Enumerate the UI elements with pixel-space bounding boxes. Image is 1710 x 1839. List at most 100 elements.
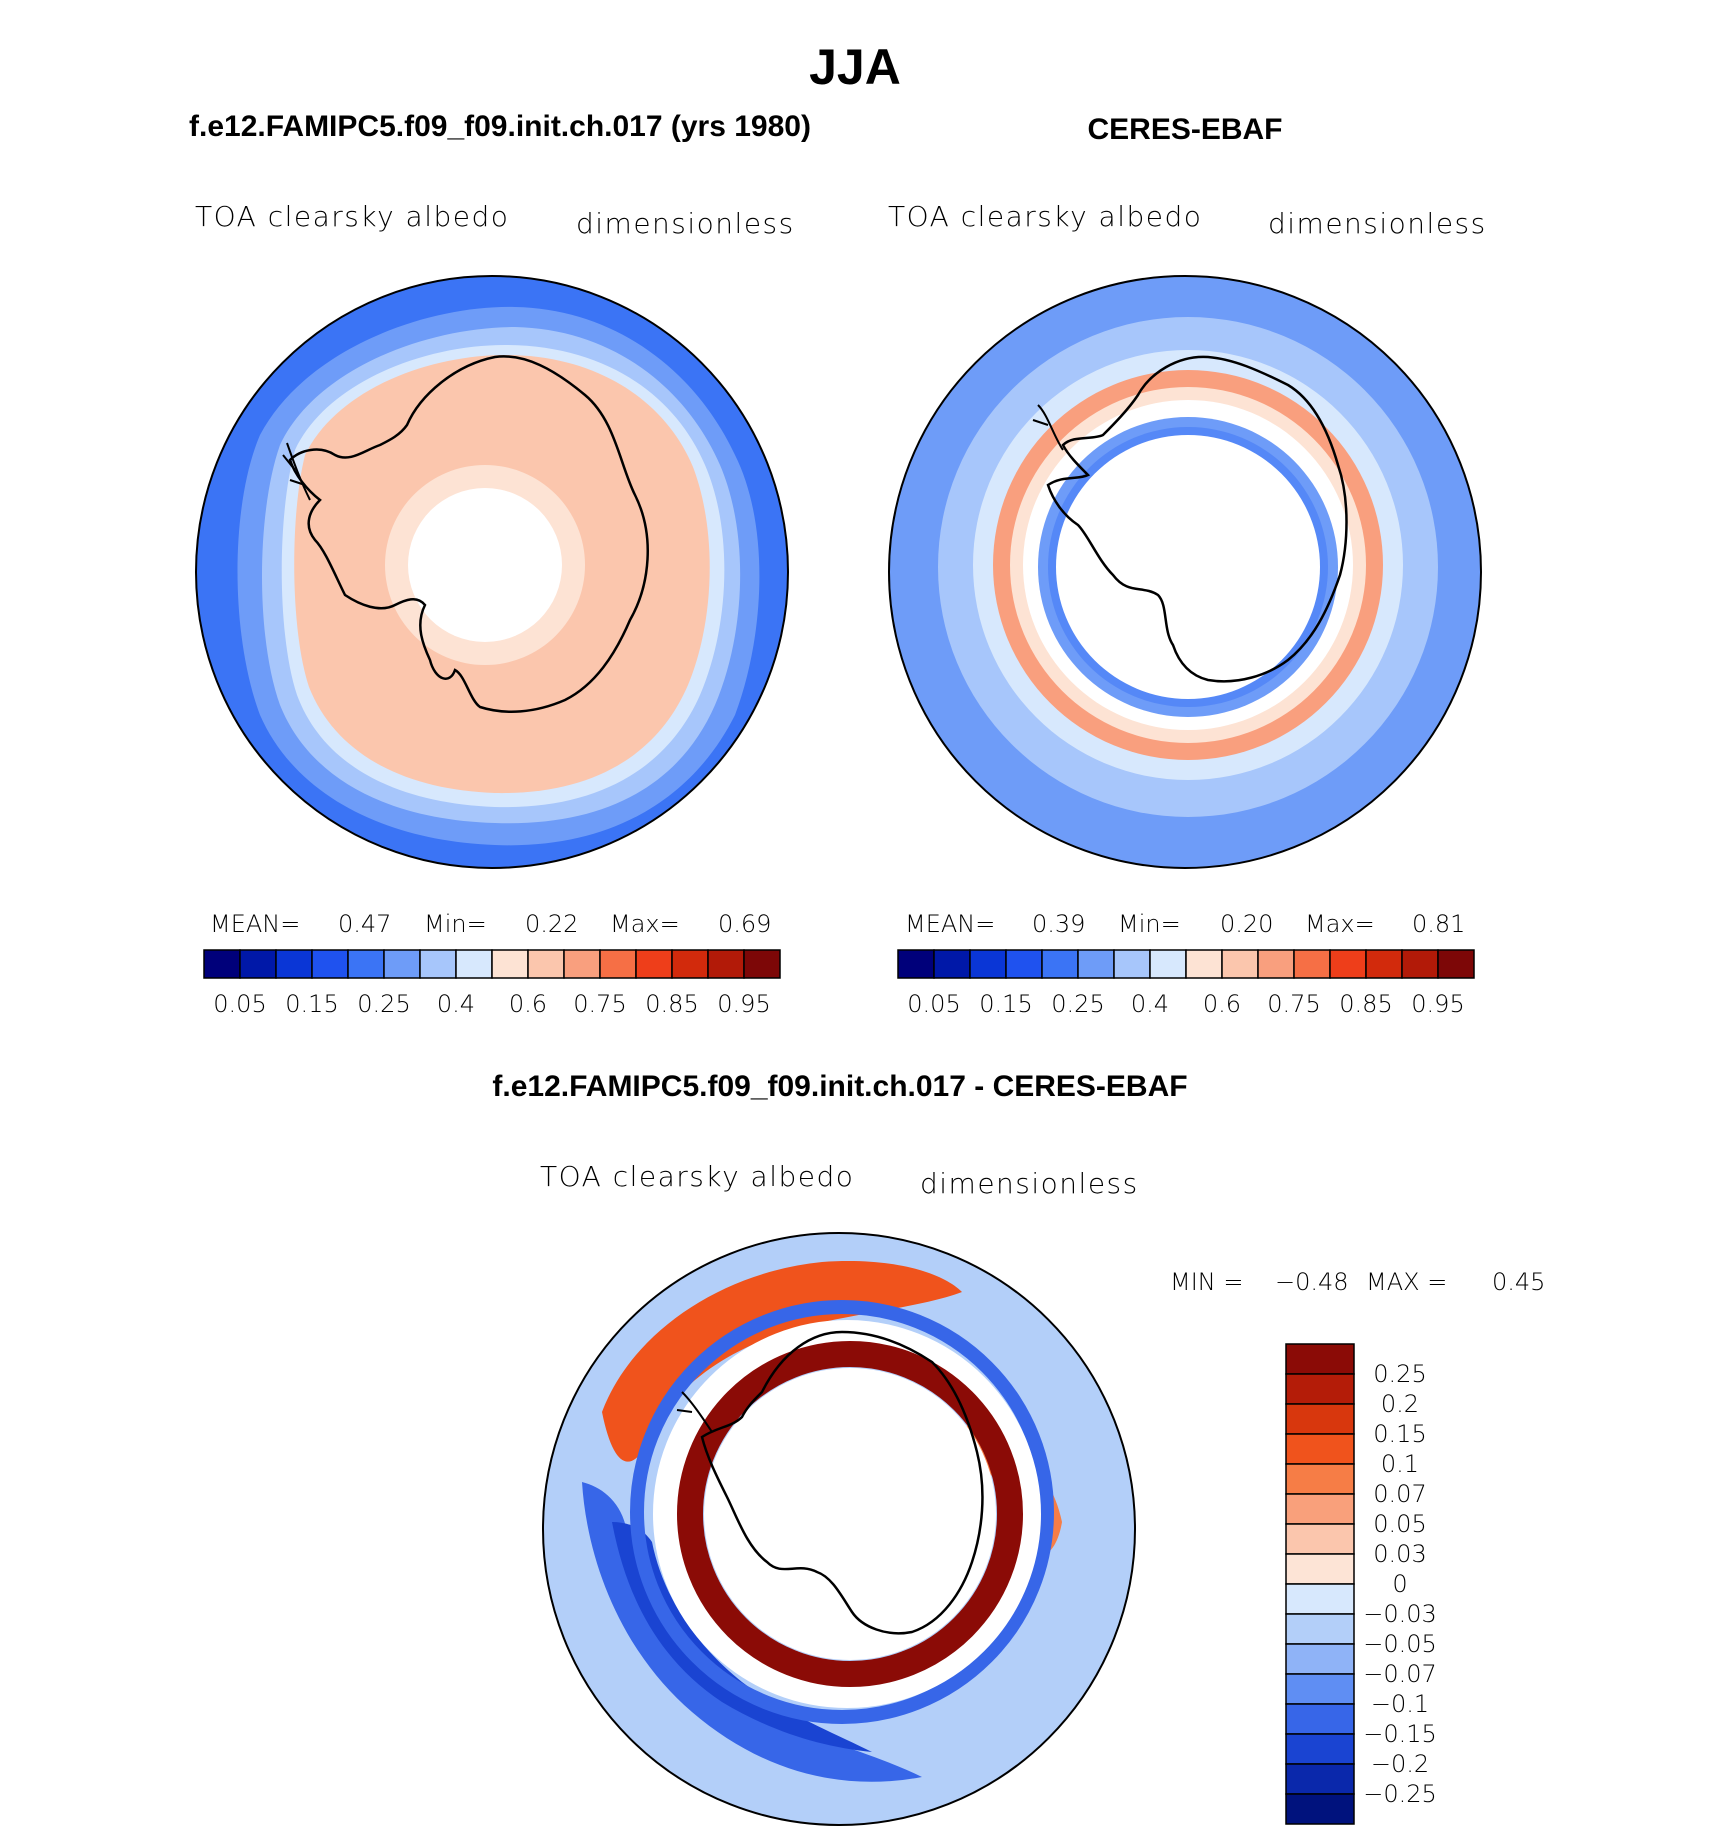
colorbar-swatch bbox=[527, 949, 565, 979]
panel1-pole-hole bbox=[408, 488, 562, 642]
panel3-tick: 0.03 bbox=[1373, 1540, 1427, 1568]
panel2-tick: 0.6 bbox=[1202, 990, 1242, 1018]
panel2-tick: 0.05 bbox=[907, 990, 961, 1018]
colorbar-swatch bbox=[671, 949, 709, 979]
colorbar-swatch bbox=[1285, 1523, 1355, 1555]
panel3-max-value: 0.45 bbox=[1492, 1268, 1546, 1296]
panel1-peninsula-coast bbox=[282, 442, 311, 501]
panel3-tick: 0.15 bbox=[1373, 1420, 1427, 1448]
panel1-max-label: Max= bbox=[610, 910, 680, 938]
panel3-tick: 0.1 bbox=[1380, 1450, 1420, 1478]
colorbar-swatch bbox=[1041, 949, 1079, 979]
panel3-antarctica-coast bbox=[700, 1330, 984, 1635]
colorbar-swatch bbox=[1285, 1343, 1355, 1375]
colorbar-swatch bbox=[1285, 1373, 1355, 1405]
colorbar-swatch bbox=[1285, 1583, 1355, 1615]
panel3-units: dimensionless bbox=[920, 1167, 1139, 1200]
panel1-map-border bbox=[195, 275, 789, 869]
panel1-map bbox=[195, 275, 789, 869]
colorbar-swatch bbox=[599, 949, 637, 979]
panel2-max-value: 0.81 bbox=[1412, 910, 1466, 938]
panel2-map-border bbox=[888, 275, 1482, 869]
colorbar-swatch bbox=[1285, 1403, 1355, 1435]
panel2-variable: TOA clearsky albedo bbox=[888, 200, 1203, 233]
panel3-pole-hole bbox=[704, 1368, 996, 1660]
panel2-map bbox=[888, 275, 1482, 869]
panel3-variable: TOA clearsky albedo bbox=[540, 1160, 855, 1193]
colorbar-swatch bbox=[1285, 1493, 1355, 1525]
panel2-colorbar bbox=[897, 949, 1475, 979]
panel2-tick: 0.95 bbox=[1411, 990, 1465, 1018]
colorbar-swatch bbox=[383, 949, 421, 979]
panel2-tick: 0.15 bbox=[979, 990, 1033, 1018]
panel3-white-ring bbox=[653, 1320, 1041, 1708]
colorbar-swatch bbox=[419, 949, 457, 979]
panel3-dark-ring bbox=[677, 1341, 1023, 1687]
colorbar-swatch bbox=[635, 949, 673, 979]
panel2-tick: 0.25 bbox=[1051, 990, 1105, 1018]
colorbar-swatch bbox=[1285, 1433, 1355, 1465]
panel2-max-label: Max= bbox=[1305, 910, 1375, 938]
panel3-peninsula-coast bbox=[676, 1391, 713, 1433]
panel2-mean-value: 0.39 bbox=[1032, 910, 1086, 938]
colorbar-swatch bbox=[1185, 949, 1223, 979]
panel2-pole-hole bbox=[1056, 435, 1320, 699]
panel2-units: dimensionless bbox=[1268, 207, 1487, 240]
panel3-tick: −0.1 bbox=[1370, 1690, 1430, 1718]
panel3-tick: −0.25 bbox=[1363, 1780, 1437, 1808]
panel1-min-value: 0.22 bbox=[525, 910, 579, 938]
panel3-map-border bbox=[542, 1232, 1136, 1826]
colorbar-swatch bbox=[275, 949, 313, 979]
panel1-tick: 0.95 bbox=[717, 990, 771, 1018]
figure-title: JJA bbox=[809, 39, 901, 95]
panel1-min-label: Min= bbox=[424, 910, 487, 938]
panel1-tick: 0.4 bbox=[436, 990, 476, 1018]
panel1-antarctica-coast bbox=[288, 355, 649, 713]
panel2-min-value: 0.20 bbox=[1220, 910, 1274, 938]
panel1-mean-value: 0.47 bbox=[338, 910, 392, 938]
colorbar-swatch bbox=[1285, 1673, 1355, 1705]
colorbar-swatch bbox=[1285, 1703, 1355, 1735]
panel3-tick: 0.2 bbox=[1380, 1390, 1420, 1418]
panel3-tick: 0.05 bbox=[1373, 1510, 1427, 1538]
colorbar-swatch bbox=[1285, 1613, 1355, 1645]
colorbar-swatch bbox=[311, 949, 349, 979]
colorbar-swatch bbox=[1285, 1553, 1355, 1585]
colorbar-swatch bbox=[1221, 949, 1259, 979]
diff-title: f.e12.FAMIPC5.f09_f09.init.ch.017 - CERE… bbox=[492, 1070, 1188, 1103]
panel3-tick: −0.15 bbox=[1363, 1720, 1437, 1748]
panel2-tick: 0.75 bbox=[1267, 990, 1321, 1018]
panel3-colorbar bbox=[1285, 1343, 1355, 1825]
colorbar-swatch bbox=[239, 949, 277, 979]
colorbar-swatch bbox=[707, 949, 745, 979]
colorbar-swatch bbox=[203, 949, 241, 979]
panel2-tick: 0.4 bbox=[1130, 990, 1170, 1018]
colorbar-swatch bbox=[563, 949, 601, 979]
colorbar-swatch bbox=[1285, 1793, 1355, 1825]
colorbar-swatch bbox=[347, 949, 385, 979]
panel1-tick: 0.25 bbox=[357, 990, 411, 1018]
panel1-tick: 0.15 bbox=[285, 990, 339, 1018]
colorbar-swatch bbox=[743, 949, 781, 979]
panel3-tick: −0.07 bbox=[1363, 1660, 1437, 1688]
panel3-tick: −0.03 bbox=[1363, 1600, 1437, 1628]
colorbar-swatch bbox=[1285, 1733, 1355, 1765]
panel1-tick: 0.75 bbox=[573, 990, 627, 1018]
panel2-antarctica-coast bbox=[1046, 355, 1348, 683]
panel1-tick: 0.85 bbox=[645, 990, 699, 1018]
panel3-blue-ring bbox=[630, 1300, 1054, 1724]
panel2-mean-label: MEAN= bbox=[905, 910, 996, 938]
panel3-min-label: MIN = bbox=[1170, 1268, 1244, 1296]
panel1-tick: 0.05 bbox=[213, 990, 267, 1018]
panel1-variable: TOA clearsky albedo bbox=[195, 200, 510, 233]
panel3-tick: 0 bbox=[1392, 1570, 1408, 1598]
panel1-mean-label: MEAN= bbox=[210, 910, 301, 938]
colorbar-swatch bbox=[1329, 949, 1367, 979]
panel3-tick: −0.05 bbox=[1363, 1630, 1437, 1658]
panel2-title: CERES-EBAF bbox=[1087, 113, 1283, 146]
panel3-neg-sector bbox=[582, 1482, 922, 1782]
panel2-peninsula-coast bbox=[1032, 404, 1064, 451]
colorbar-swatch bbox=[455, 949, 493, 979]
colorbar-swatch bbox=[1005, 949, 1043, 979]
panel1-title: f.e12.FAMIPC5.f09_f09.init.ch.017 (yrs 1… bbox=[189, 110, 811, 143]
